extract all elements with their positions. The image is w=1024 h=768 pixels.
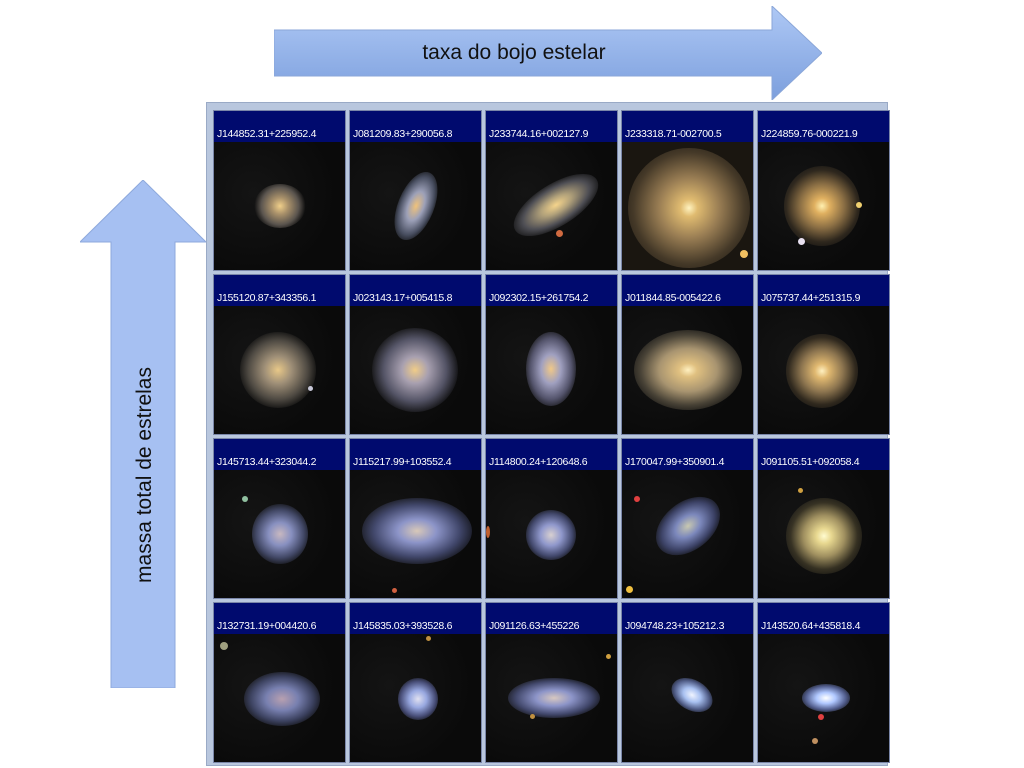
galaxy-grid: J144852.31+225952.4 J081209.83+290056.8 …: [213, 110, 890, 763]
galaxy-cell[interactable]: J081209.83+290056.8: [349, 110, 482, 271]
galaxy-cell[interactable]: J224859.76-000221.9: [757, 110, 890, 271]
galaxy-id: J023143.17+005415.8: [353, 292, 453, 304]
galaxy-id: J143520.64+435818.4: [761, 620, 861, 632]
galaxy-label-bar: J143520.64+435818.4: [758, 603, 889, 634]
galaxy-label-bar: J233744.16+002127.9: [486, 111, 617, 142]
galaxy-label-bar: J114800.24+120648.6: [486, 439, 617, 470]
galaxy-cell[interactable]: J091105.51+092058.4: [757, 438, 890, 599]
galaxy-label-bar: J011844.85-005422.6: [622, 275, 753, 306]
galaxy-label-bar: J094748.23+105212.3: [622, 603, 753, 634]
bulge-ratio-label: taxa do bojo estelar: [422, 41, 606, 64]
galaxy-id: J091126.63+455226: [489, 620, 580, 632]
galaxy-cell[interactable]: J170047.99+350901.4: [621, 438, 754, 599]
galaxy-label-bar: J023143.17+005415.8: [350, 275, 481, 306]
galaxy-label-bar: J081209.83+290056.8: [350, 111, 481, 142]
galaxy-label-bar: J145835.03+393528.6: [350, 603, 481, 634]
galaxy-cell[interactable]: J114800.24+120648.6: [485, 438, 618, 599]
galaxy-image: [622, 142, 753, 270]
galaxy-image: [350, 470, 481, 598]
galaxy-id: J170047.99+350901.4: [625, 456, 725, 468]
stellar-mass-label: massa total de estrelas: [133, 367, 156, 583]
galaxy-cell[interactable]: J233744.16+002127.9: [485, 110, 618, 271]
galaxy-label-bar: J091126.63+455226: [486, 603, 617, 634]
galaxy-image: [350, 306, 481, 434]
galaxy-image: [350, 634, 481, 762]
galaxy-id: J075737.44+251315.9: [761, 292, 861, 304]
galaxy-cell[interactable]: J094748.23+105212.3: [621, 602, 754, 763]
bulge-ratio-arrow: [274, 6, 822, 100]
galaxy-label-bar: J144852.31+225952.4: [214, 111, 345, 142]
galaxy-cell[interactable]: J145713.44+323044.2: [213, 438, 346, 599]
galaxy-image: [486, 306, 617, 434]
galaxy-cell[interactable]: J115217.99+103552.4: [349, 438, 482, 599]
galaxy-image: [214, 142, 345, 270]
galaxy-label-bar: J091105.51+092058.4: [758, 439, 889, 470]
galaxy-image: [758, 142, 889, 270]
galaxy-cell[interactable]: J091126.63+455226: [485, 602, 618, 763]
galaxy-grid-frame: J144852.31+225952.4 J081209.83+290056.8 …: [206, 102, 890, 766]
galaxy-image: [350, 142, 481, 270]
galaxy-cell[interactable]: J144852.31+225952.4: [213, 110, 346, 271]
galaxy-cell[interactable]: J132731.19+004420.6: [213, 602, 346, 763]
galaxy-cell[interactable]: J143520.64+435818.4: [757, 602, 890, 763]
galaxy-label-bar: J224859.76-000221.9: [758, 111, 889, 142]
stellar-mass-arrow: [80, 180, 206, 688]
galaxy-cell[interactable]: J092302.15+261754.2: [485, 274, 618, 435]
galaxy-cell[interactable]: J023143.17+005415.8: [349, 274, 482, 435]
galaxy-id: J132731.19+004420.6: [217, 620, 317, 632]
galaxy-cell[interactable]: J233318.71-002700.5: [621, 110, 754, 271]
galaxy-image: [758, 306, 889, 434]
galaxy-image: [486, 142, 617, 270]
galaxy-id: J145713.44+323044.2: [217, 456, 317, 468]
galaxy-id: J092302.15+261754.2: [489, 292, 589, 304]
galaxy-label-bar: J115217.99+103552.4: [350, 439, 481, 470]
galaxy-id: J145835.03+393528.6: [353, 620, 453, 632]
galaxy-image: [758, 634, 889, 762]
galaxy-cell[interactable]: J011844.85-005422.6: [621, 274, 754, 435]
galaxy-label-bar: J233318.71-002700.5: [622, 111, 753, 142]
galaxy-label-bar: J132731.19+004420.6: [214, 603, 345, 634]
galaxy-id: J224859.76-000221.9: [761, 128, 858, 140]
galaxy-cell[interactable]: J145835.03+393528.6: [349, 602, 482, 763]
galaxy-image: [622, 306, 753, 434]
galaxy-label-bar: J170047.99+350901.4: [622, 439, 753, 470]
galaxy-id: J233744.16+002127.9: [489, 128, 589, 140]
galaxy-id: J011844.85-005422.6: [625, 292, 721, 304]
galaxy-label-bar: J075737.44+251315.9: [758, 275, 889, 306]
galaxy-label-bar: J155120.87+343356.1: [214, 275, 345, 306]
galaxy-image: [486, 470, 617, 598]
galaxy-id: J094748.23+105212.3: [625, 620, 725, 632]
galaxy-cell[interactable]: J155120.87+343356.1: [213, 274, 346, 435]
galaxy-id: J233318.71-002700.5: [625, 128, 722, 140]
galaxy-image: [214, 306, 345, 434]
galaxy-image: [214, 634, 345, 762]
galaxy-image: [758, 470, 889, 598]
galaxy-label-bar: J145713.44+323044.2: [214, 439, 345, 470]
galaxy-image: [622, 634, 753, 762]
galaxy-id: J091105.51+092058.4: [761, 456, 860, 468]
galaxy-id: J144852.31+225952.4: [217, 128, 317, 140]
galaxy-id: J114800.24+120648.6: [489, 456, 588, 468]
galaxy-image: [214, 470, 345, 598]
galaxy-id: J115217.99+103552.4: [353, 456, 452, 468]
galaxy-image: [486, 634, 617, 762]
galaxy-id: J081209.83+290056.8: [353, 128, 453, 140]
galaxy-image: [622, 470, 753, 598]
galaxy-id: J155120.87+343356.1: [217, 292, 317, 304]
galaxy-cell[interactable]: J075737.44+251315.9: [757, 274, 890, 435]
galaxy-label-bar: J092302.15+261754.2: [486, 275, 617, 306]
